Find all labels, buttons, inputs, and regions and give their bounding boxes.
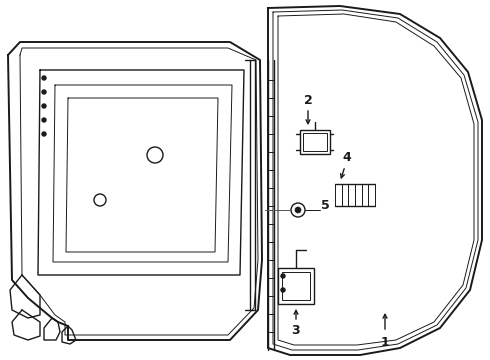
Text: 4: 4: [343, 150, 351, 163]
Circle shape: [281, 274, 285, 278]
Circle shape: [42, 118, 46, 122]
Bar: [300, 130, 330, 154]
Text: 2: 2: [304, 94, 313, 107]
Circle shape: [42, 90, 46, 94]
Circle shape: [42, 104, 46, 108]
Bar: [362, 184, 368, 206]
Text: 1: 1: [381, 336, 390, 348]
Bar: [355, 184, 362, 206]
Bar: [348, 184, 355, 206]
Bar: [368, 184, 375, 206]
Bar: [282, 272, 310, 300]
Bar: [335, 184, 342, 206]
Text: 5: 5: [320, 198, 329, 212]
Circle shape: [42, 76, 46, 80]
Circle shape: [295, 207, 301, 213]
Text: 3: 3: [292, 324, 300, 338]
Circle shape: [281, 288, 285, 292]
Circle shape: [291, 203, 305, 217]
Bar: [278, 268, 314, 304]
Bar: [342, 184, 348, 206]
Bar: [303, 133, 327, 151]
Circle shape: [42, 132, 46, 136]
